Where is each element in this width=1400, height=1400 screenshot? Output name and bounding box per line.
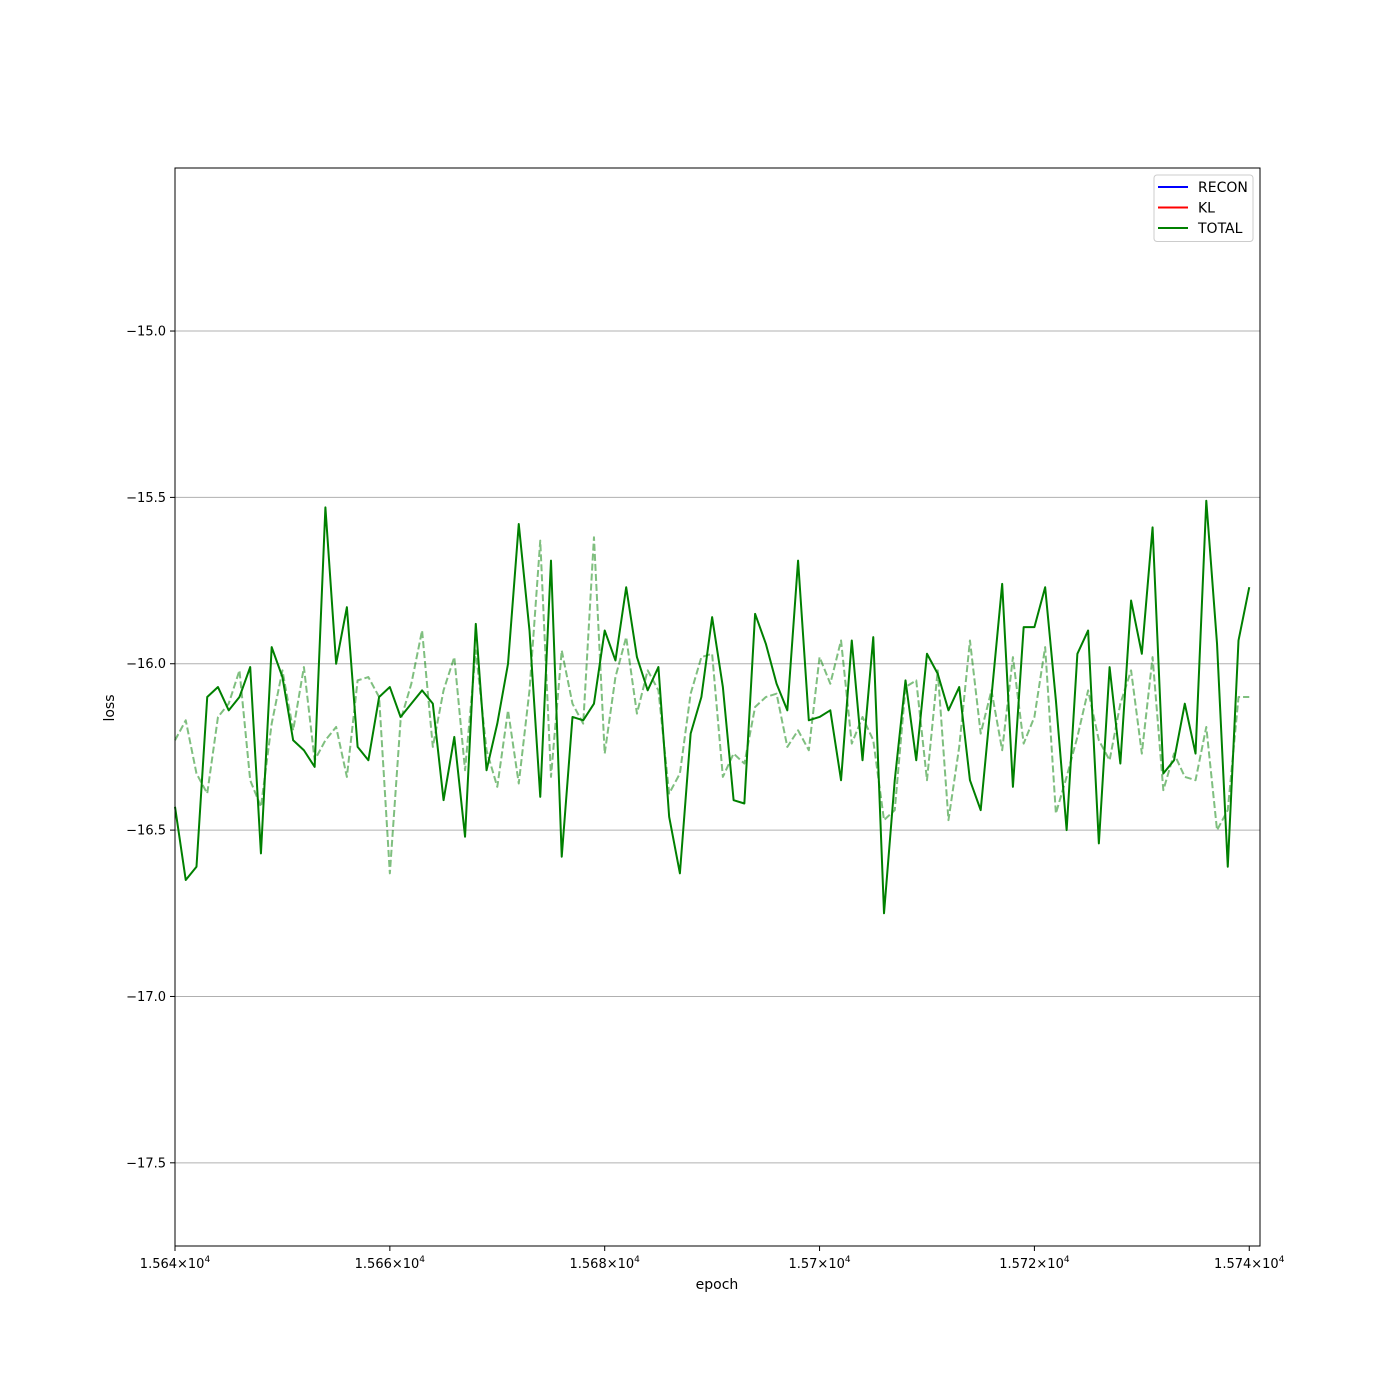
y-tick-label: −16.0 <box>126 657 166 672</box>
x-tick-exponent: 4 <box>204 1255 210 1265</box>
y-tick-label: −15.0 <box>126 325 166 340</box>
legend-label: RECON <box>1198 180 1248 196</box>
x-tick-label: 1.574×104 <box>1214 1255 1285 1272</box>
x-tick-exponent: 4 <box>634 1255 640 1265</box>
x-tick-exponent: 4 <box>1279 1255 1285 1265</box>
series-line-dashed <box>174 536 1250 875</box>
grid <box>175 330 1260 1164</box>
plot-frame <box>174 167 1261 1247</box>
x-tick-exponent: 4 <box>845 1255 851 1265</box>
legend-label: TOTAL <box>1197 221 1243 237</box>
y-tick-label: −15.5 <box>126 491 166 506</box>
y-tick-label: −16.5 <box>126 824 166 839</box>
y-tick-label: −17.0 <box>126 990 166 1005</box>
legend-label: KL <box>1198 201 1215 217</box>
x-tick-label: 1.564×104 <box>140 1255 211 1272</box>
legend-box <box>1153 174 1254 242</box>
x-tick-exponent: 4 <box>1064 1255 1070 1265</box>
x-axis-label: epoch <box>696 1277 739 1293</box>
x-tick-exponent: 4 <box>419 1255 425 1265</box>
x-tick-label: 1.568×104 <box>570 1255 641 1272</box>
y-axis: −15.0 −15.5 −16.0 −16.5 −17.0 −17.5 <box>126 325 175 1171</box>
x-tick-label: 1.572×104 <box>999 1255 1070 1272</box>
series-layer <box>174 499 1251 915</box>
x-axis: 1.564×104 1.566×104 1.568×104 1.57×104 1.572… <box>140 1246 1285 1272</box>
y-tick-label: −17.5 <box>126 1156 166 1171</box>
y-axis-label: loss <box>102 694 118 721</box>
series-line-total <box>174 499 1251 915</box>
x-tick-label: 1.566×104 <box>355 1255 426 1272</box>
legend: RECON KL TOTAL <box>1153 174 1254 242</box>
x-tick-label: 1.57×104 <box>788 1255 850 1272</box>
